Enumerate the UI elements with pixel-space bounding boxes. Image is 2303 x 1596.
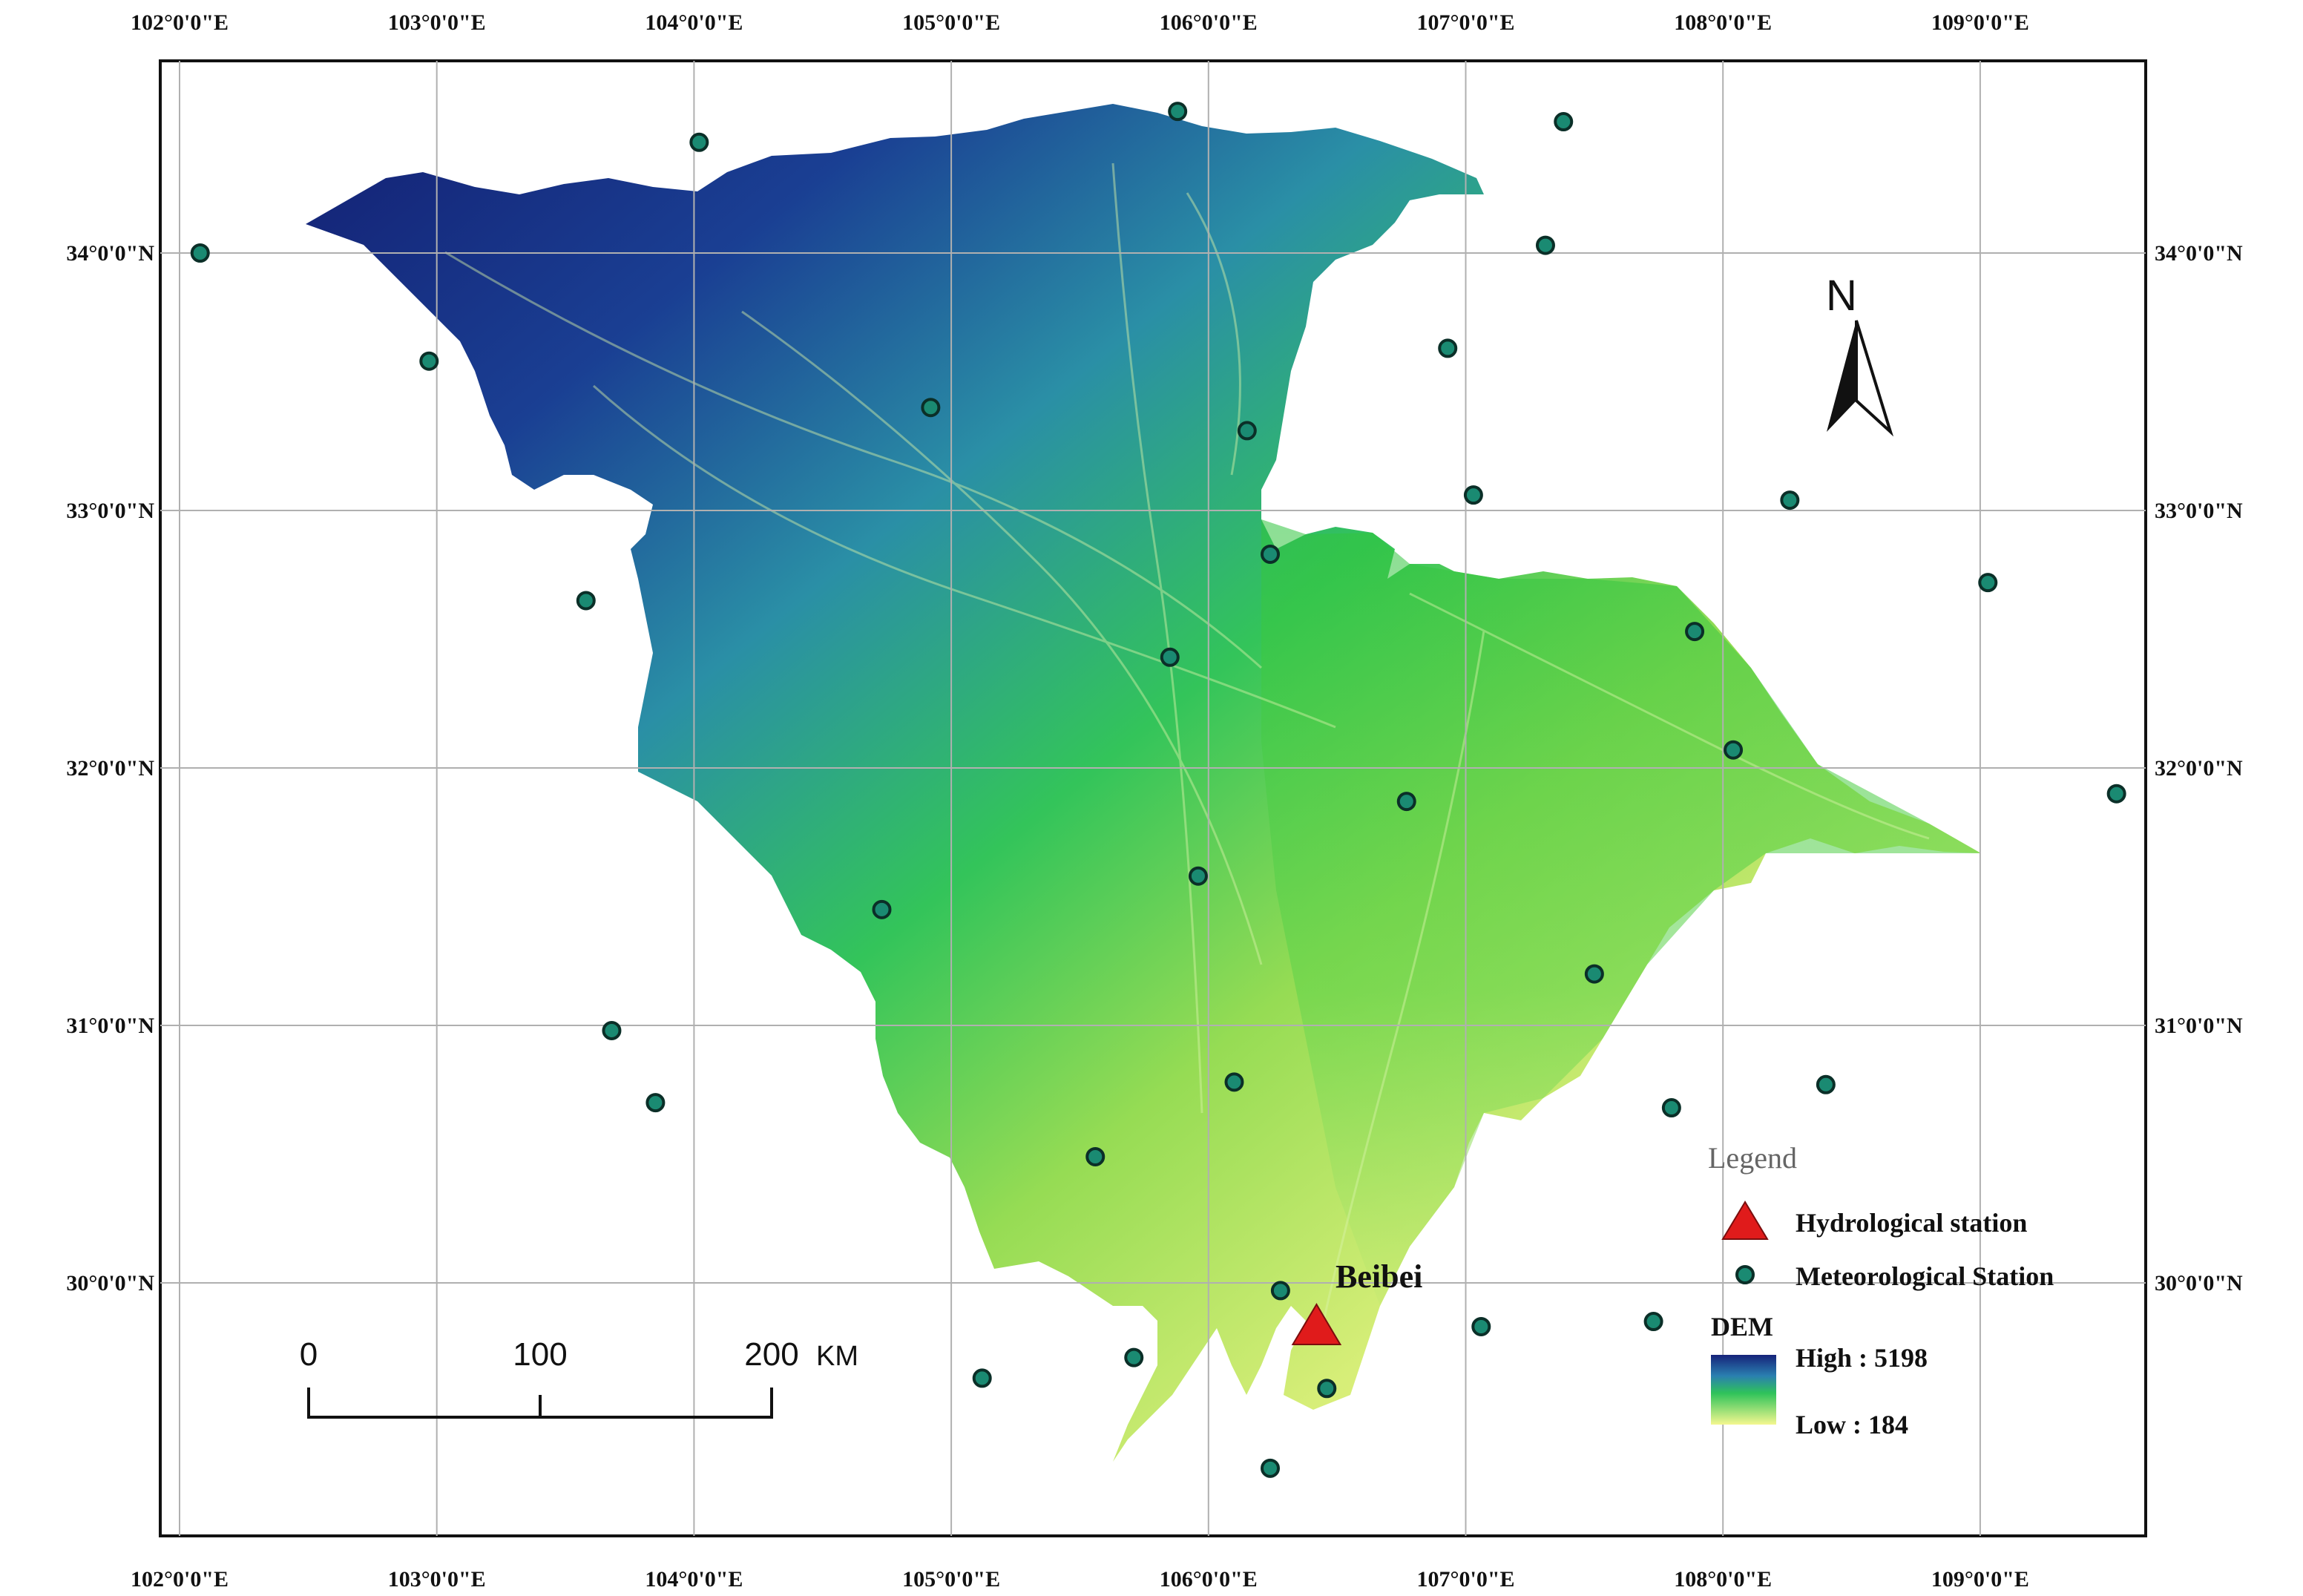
meteorological-station-marker [1396, 792, 1416, 812]
meteorological-station-marker [1584, 964, 1604, 984]
lon-label-bottom: 104°0'0"E [645, 1567, 743, 1592]
lat-labels-right: 34°0'0"N 33°0'0"N 32°0'0"N 31°0'0"N 30°0'0"N [2155, 241, 2243, 1295]
legend-hydro-icon [1721, 1201, 1769, 1240]
meteorological-station-marker [972, 1368, 992, 1388]
meteorological-station-marker [689, 132, 709, 152]
meteorological-station-marker [1685, 622, 1705, 642]
graticule [160, 61, 2146, 1536]
legend-title: Legend [1708, 1141, 1797, 1175]
meteorological-station-marker [2106, 784, 2126, 804]
lat-label-right: 33°0'0"N [2155, 499, 2243, 523]
north-arrow-left-icon [1827, 321, 1856, 432]
lat-label-left: 33°0'0"N [66, 499, 154, 523]
meteorological-station-marker [645, 1093, 666, 1113]
scale-tick-0: 0 [300, 1336, 318, 1373]
meteorological-station-marker [1261, 1458, 1281, 1478]
lon-label-bottom: 106°0'0"E [1160, 1567, 1258, 1592]
meteorological-station-marker [1270, 1281, 1290, 1301]
meteorological-station-marker [602, 1020, 622, 1040]
lon-label-top: 104°0'0"E [645, 10, 743, 35]
north-arrow-right-icon [1855, 320, 1894, 437]
meteorological-station-marker [1643, 1312, 1663, 1332]
lon-label-top: 106°0'0"E [1160, 10, 1258, 35]
legend-meteo-icon [1735, 1265, 1755, 1284]
legend-dem-low: Low : 184 [1796, 1410, 1908, 1439]
place-label-beibei: Beibei [1336, 1258, 1422, 1295]
meteorological-station-marker [419, 351, 439, 371]
hydrological-stations [1291, 1303, 1342, 1345]
meteorological-station-marker [1237, 421, 1257, 441]
meteorological-station-marker [1535, 235, 1555, 255]
meteorological-station-marker [1085, 1146, 1105, 1166]
meteorological-station-marker [1224, 1072, 1244, 1092]
lat-label-left: 30°0'0"N [66, 1271, 154, 1295]
lat-label-right: 34°0'0"N [2155, 241, 2243, 266]
lat-labels-left: 34°0'0"N 33°0'0"N 32°0'0"N 31°0'0"N 30°0'0"N [66, 241, 154, 1295]
lon-label-bottom: 103°0'0"E [388, 1567, 486, 1592]
lon-label-bottom: 109°0'0"E [1931, 1567, 2029, 1592]
lon-label-bottom: 102°0'0"E [131, 1567, 229, 1592]
scale-unit: KM [816, 1341, 858, 1372]
scale-bar: 0 100 200 KM [300, 1336, 858, 1419]
lon-label-top: 107°0'0"E [1417, 10, 1515, 35]
meteorological-station-marker [1463, 485, 1483, 505]
meteorological-station-marker [1724, 740, 1744, 760]
legend-hydro-label: Hydrological station [1796, 1208, 2027, 1238]
scale-tick-200: 200 [744, 1336, 798, 1373]
meteorological-station-marker [1168, 102, 1188, 122]
meteorological-station-marker [1780, 490, 1800, 510]
meteorological-station-marker [1261, 544, 1281, 564]
lon-label-top: 109°0'0"E [1931, 10, 2029, 35]
lon-labels-bottom: 102°0'0"E 103°0'0"E 104°0'0"E 105°0'0"E 106°… [131, 1567, 2029, 1592]
legend-dem-ramp [1711, 1355, 1776, 1425]
lat-label-left: 32°0'0"N [66, 756, 154, 781]
meteorological-station-marker [576, 591, 596, 611]
scale-tick-100: 100 [513, 1336, 567, 1373]
north-arrow-letter: N [1826, 272, 1857, 320]
meteorological-station-marker [1188, 866, 1208, 886]
meteorological-station-marker [1661, 1098, 1681, 1118]
meteorological-station-marker [1124, 1347, 1144, 1367]
meteorological-station-marker [190, 243, 210, 263]
lon-label-top: 108°0'0"E [1674, 10, 1772, 35]
lon-label-bottom: 108°0'0"E [1674, 1567, 1772, 1592]
legend-dem-label: DEM [1711, 1312, 1773, 1342]
meteorological-station-marker [1471, 1316, 1491, 1336]
legend: Legend Hydrological station Meteorologic… [1708, 1141, 2054, 1439]
north-arrow: N [1826, 272, 1894, 437]
lat-label-right: 30°0'0"N [2155, 1271, 2243, 1295]
lat-label-right: 31°0'0"N [2155, 1014, 2243, 1038]
meteorological-station-marker [872, 899, 892, 919]
meteorological-station-marker [1978, 573, 1998, 593]
basin-east-lobe [1261, 519, 1981, 1306]
lon-label-top: 105°0'0"E [902, 10, 1000, 35]
lon-label-bottom: 105°0'0"E [902, 1567, 1000, 1592]
meteorological-station-marker [1160, 647, 1180, 667]
lon-label-top: 103°0'0"E [388, 10, 486, 35]
river-network [444, 162, 1930, 1336]
meteorological-station-marker [1816, 1074, 1836, 1094]
basin-dem [306, 104, 1981, 1462]
legend-meteo-label: Meteorological Station [1796, 1261, 2054, 1291]
meteorological-station-marker [1438, 338, 1458, 358]
lon-label-bottom: 107°0'0"E [1417, 1567, 1515, 1592]
meteorological-station-marker [1317, 1379, 1337, 1399]
meteorological-station-marker [1554, 112, 1574, 132]
lon-labels-top: 102°0'0"E 103°0'0"E 104°0'0"E 105°0'0"E 106°… [131, 10, 2029, 35]
meteorological-station-marker [921, 398, 941, 418]
lon-label-top: 102°0'0"E [131, 10, 229, 35]
basin-outline [306, 104, 1981, 1462]
legend-dem-high: High : 5198 [1796, 1343, 1928, 1373]
lat-label-left: 31°0'0"N [66, 1014, 154, 1038]
lat-label-left: 34°0'0"N [66, 241, 154, 266]
lat-label-right: 32°0'0"N [2155, 756, 2243, 781]
meteorological-stations [190, 102, 2126, 1478]
hydrological-station-marker [1291, 1303, 1342, 1345]
